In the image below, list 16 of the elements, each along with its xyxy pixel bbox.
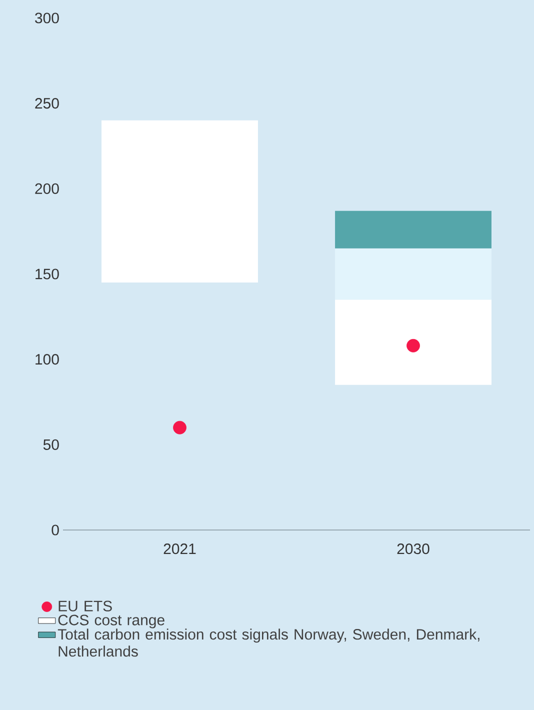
- y-tick-label: 150: [36, 268, 59, 280]
- legend-label: EU ETS: [58, 600, 112, 612]
- legend-label: Total carbon emission cost signals Norway, Sweden, Denmark, Netherlands: [58, 628, 480, 657]
- bar: [335, 300, 492, 385]
- bar: [335, 248, 492, 300]
- x-tick-label: 2030: [397, 544, 430, 554]
- y-tick-label: 0: [52, 524, 59, 536]
- y-tick-label: 250: [35, 98, 59, 109]
- bar: [335, 210, 492, 248]
- y-tick-label: 50: [43, 439, 59, 450]
- y-tick-label: 300: [35, 12, 59, 24]
- y-tick-label: 100: [36, 354, 59, 365]
- bar: [102, 120, 258, 283]
- legend-label: CCS cost range: [58, 614, 164, 628]
- y-tick-label: 200: [35, 183, 59, 194]
- x-tick-label: 2021: [164, 544, 196, 554]
